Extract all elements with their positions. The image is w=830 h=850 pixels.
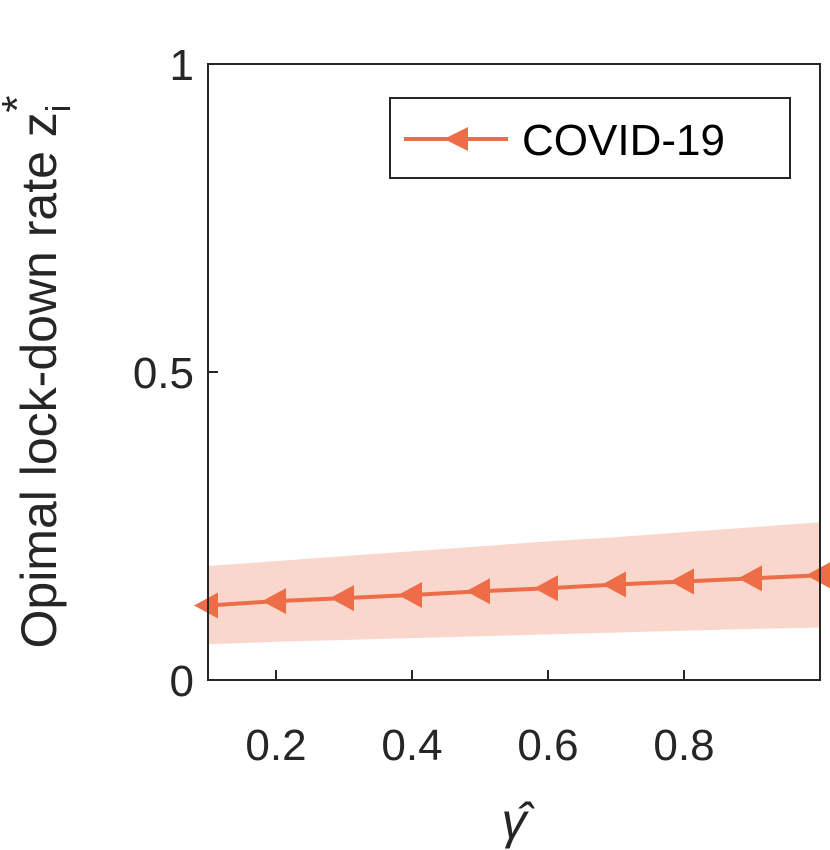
x-tick-label: 0.8 [653, 721, 714, 770]
data-point-marker [330, 585, 354, 612]
svg-text:Opimal lock-down rate zi*: Opimal lock-down rate zi* [0, 96, 78, 649]
data-point-marker [806, 562, 830, 589]
x-tick-label: 0.6 [517, 721, 578, 770]
x-axis-title: γ̂ [502, 793, 536, 849]
data-point-marker [262, 588, 286, 615]
series-line-covid-19 [207, 573, 821, 608]
confidence-band [208, 522, 820, 645]
data-point-marker [670, 568, 694, 595]
legend: COVID-19 [389, 97, 791, 179]
data-point-marker [398, 581, 422, 608]
y-axis-title: Opimal lock-down rate z [11, 112, 67, 648]
y-axis-title-superscript: * [0, 96, 42, 113]
data-point-marker [194, 592, 218, 619]
data-point-marker [534, 575, 558, 602]
legend-marker-swatch [444, 127, 468, 151]
data-point-marker [466, 578, 490, 605]
x-tick-label: 0.2 [245, 721, 306, 770]
data-point-marker [602, 571, 626, 598]
y-tick-label: 0.5 [133, 349, 194, 398]
y-axis-title-subscript: i [40, 105, 78, 113]
x-tick-label: 0.4 [381, 721, 442, 770]
data-point-marker [738, 565, 762, 592]
y-tick-label: 1 [170, 41, 194, 90]
y-axis-title-group: Opimal lock-down rate zi* [0, 96, 78, 649]
legend-label: COVID-19 [522, 116, 725, 165]
y-tick-label: 0 [170, 657, 194, 706]
